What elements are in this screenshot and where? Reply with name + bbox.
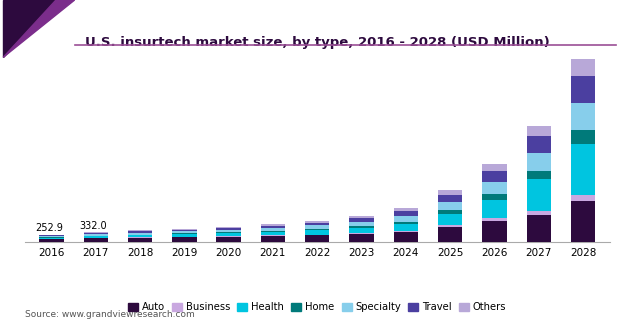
Bar <box>571 76 595 103</box>
Bar <box>172 237 197 242</box>
Text: Source: www.grandviewresearch.com: Source: www.grandviewresearch.com <box>25 310 195 319</box>
Bar <box>216 233 241 236</box>
Bar <box>350 216 374 218</box>
Bar <box>438 195 462 202</box>
Bar <box>526 153 551 171</box>
Bar <box>350 234 374 242</box>
Bar <box>216 232 241 233</box>
Bar <box>305 226 330 229</box>
Bar <box>39 238 63 239</box>
Bar <box>216 226 241 228</box>
Bar <box>482 200 506 219</box>
Bar <box>216 228 241 230</box>
Bar <box>261 236 285 242</box>
Bar <box>350 226 374 228</box>
Bar <box>83 234 108 236</box>
Bar <box>394 222 418 224</box>
Bar <box>305 235 330 242</box>
Bar <box>394 211 418 216</box>
Bar <box>394 231 418 233</box>
Bar <box>526 179 551 211</box>
Bar <box>438 190 462 195</box>
Bar <box>216 230 241 232</box>
Bar <box>350 228 374 233</box>
Bar <box>526 211 551 215</box>
Bar <box>482 182 506 195</box>
Bar <box>128 234 152 235</box>
Bar <box>261 226 285 228</box>
Bar <box>571 144 595 195</box>
Bar <box>128 232 152 233</box>
Bar <box>261 231 285 232</box>
Bar <box>438 227 462 242</box>
Bar <box>526 215 551 242</box>
Bar <box>438 210 462 214</box>
Bar <box>438 202 462 210</box>
Bar <box>305 221 330 223</box>
Bar <box>571 130 595 144</box>
Legend: Auto, Business, Health, Home, Specialty, Travel, Others: Auto, Business, Health, Home, Specialty,… <box>124 299 511 316</box>
Bar <box>39 235 63 236</box>
Bar <box>305 223 330 226</box>
Bar <box>128 238 152 242</box>
Bar <box>261 235 285 236</box>
Bar <box>39 237 63 238</box>
Bar <box>394 224 418 231</box>
Text: 332.0: 332.0 <box>80 220 108 231</box>
Bar <box>305 230 330 234</box>
Bar <box>305 234 330 235</box>
Text: 252.9: 252.9 <box>35 223 63 233</box>
Title: U.S. insurtech market size, by type, 2016 - 2028 (USD Million): U.S. insurtech market size, by type, 201… <box>85 36 550 49</box>
Bar <box>83 236 108 238</box>
Bar <box>39 236 63 237</box>
Bar <box>172 231 197 234</box>
Bar <box>39 239 63 242</box>
Bar <box>305 229 330 230</box>
Bar <box>83 233 108 234</box>
Bar <box>571 103 595 130</box>
Bar <box>438 214 462 226</box>
Bar <box>128 237 152 238</box>
Bar <box>350 233 374 234</box>
Bar <box>172 234 197 237</box>
Bar <box>350 218 374 222</box>
Bar <box>526 126 551 136</box>
Bar <box>216 236 241 242</box>
Bar <box>526 136 551 153</box>
Bar <box>482 219 506 221</box>
Bar <box>526 171 551 179</box>
Bar <box>261 232 285 235</box>
Bar <box>172 229 197 230</box>
Bar <box>172 230 197 231</box>
Bar <box>261 224 285 226</box>
Bar <box>128 233 152 234</box>
Bar <box>83 238 108 242</box>
Bar <box>394 233 418 242</box>
Bar <box>482 164 506 171</box>
Bar <box>350 222 374 226</box>
Bar <box>394 208 418 211</box>
Bar <box>128 235 152 237</box>
Bar <box>83 232 108 233</box>
Bar <box>438 226 462 227</box>
Bar <box>261 228 285 231</box>
Bar <box>571 202 595 242</box>
Bar <box>394 216 418 222</box>
Bar <box>482 171 506 182</box>
Bar <box>571 195 595 202</box>
Bar <box>571 59 595 76</box>
Bar <box>482 195 506 200</box>
Bar <box>128 230 152 232</box>
Bar <box>482 221 506 242</box>
